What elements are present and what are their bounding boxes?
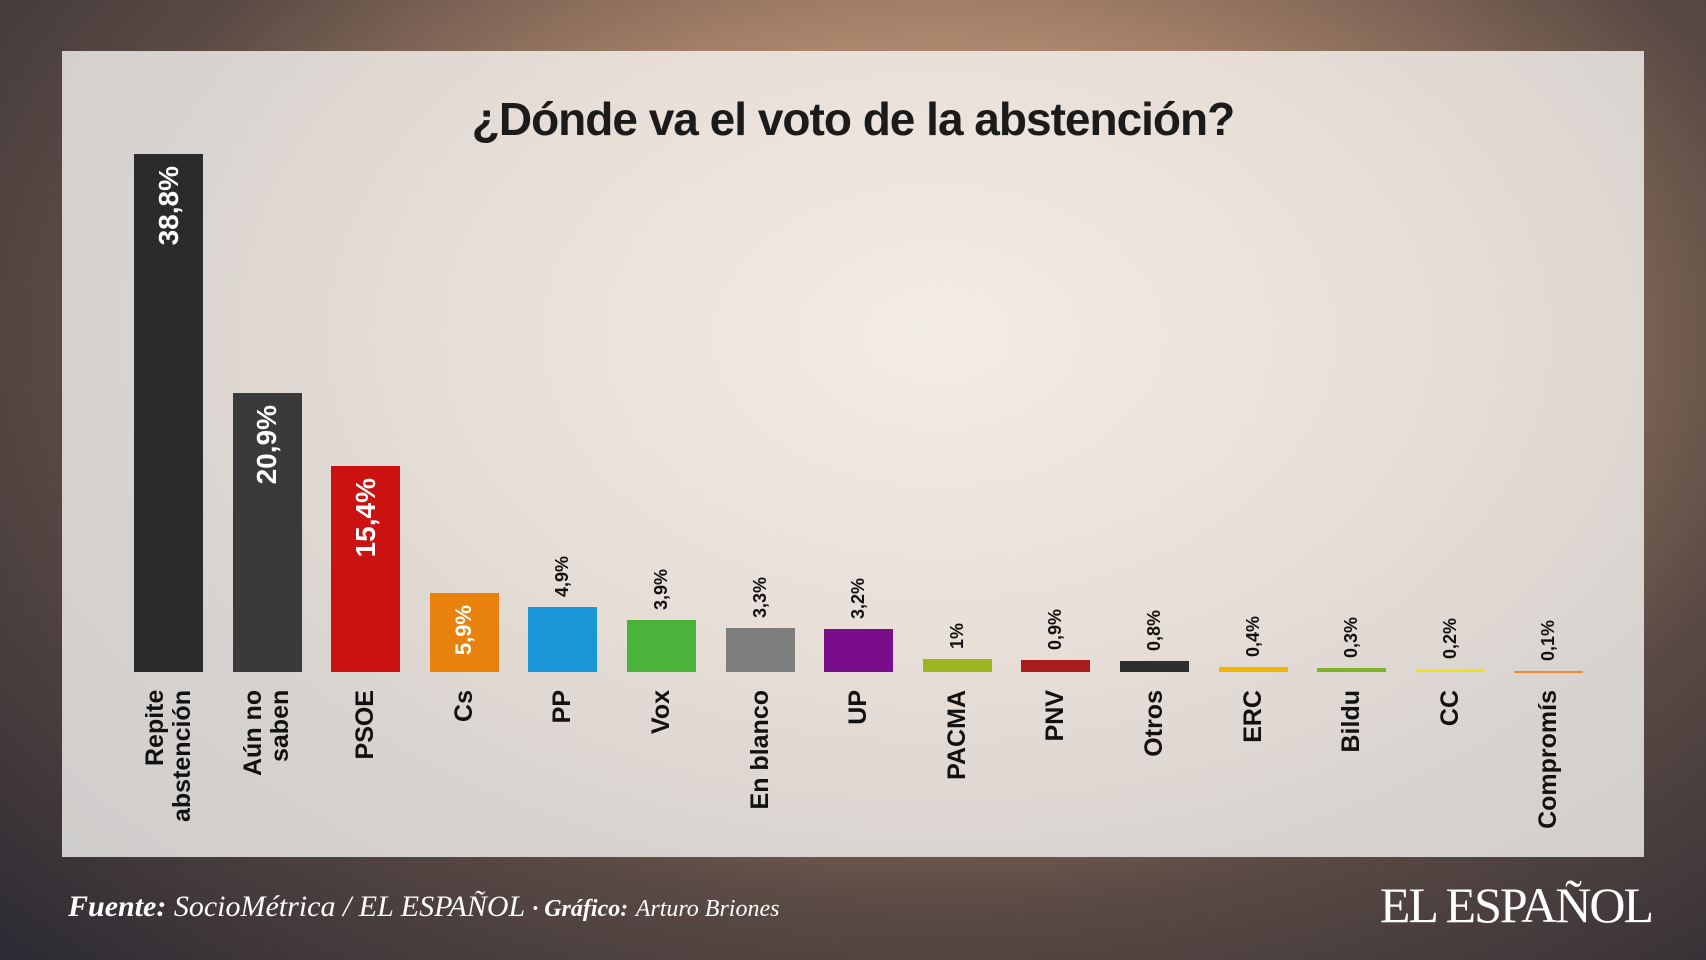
x-tick-label: En blanco xyxy=(745,690,774,810)
x-tick-label: ERC xyxy=(1238,690,1267,743)
bar xyxy=(922,658,992,672)
x-tick-label: Repite abstención xyxy=(140,690,196,822)
bar xyxy=(627,619,696,672)
source: SocioMétrica / EL ESPAÑOL xyxy=(173,890,525,923)
bar xyxy=(331,466,401,672)
value-label: 3,3% xyxy=(749,576,770,618)
value-label: 0,9% xyxy=(1045,608,1066,651)
value-label: 0,3% xyxy=(1341,616,1362,659)
credit-label: · Gráfico: xyxy=(532,896,629,922)
value-label: 1% xyxy=(946,622,967,649)
x-tick-label: PNV xyxy=(1041,690,1070,742)
credit: Arturo Briones xyxy=(635,896,780,922)
value-label: 0,1% xyxy=(1538,619,1559,661)
value-label: 20,9% xyxy=(251,404,283,485)
source-label: Fuente: xyxy=(68,890,167,923)
value-label: 3,2% xyxy=(848,578,869,620)
bar xyxy=(1218,666,1288,672)
logo: EL ESPAÑOL xyxy=(1379,877,1654,933)
bar xyxy=(725,627,795,672)
value-label: 38,8% xyxy=(152,166,184,246)
x-tick-label: Aún no saben xyxy=(239,690,295,777)
bar xyxy=(1317,667,1387,672)
x-tick-label: UP xyxy=(844,690,873,725)
bar xyxy=(1021,659,1091,672)
value-label: 3,9% xyxy=(651,568,671,610)
bar xyxy=(429,593,499,672)
value-label: 0,8% xyxy=(1144,610,1164,652)
x-tick-label: Vox xyxy=(647,690,675,734)
chart-panel xyxy=(62,51,1644,857)
value-label: 0,2% xyxy=(1439,618,1460,660)
x-tick-label: Cs xyxy=(449,690,478,722)
value-label: 5,9% xyxy=(451,605,477,656)
bar xyxy=(528,606,598,672)
x-tick-label: Bildu xyxy=(1337,690,1366,753)
chart-title: ¿Dónde va el voto de la abstención? xyxy=(471,93,1235,145)
x-tick-label: PSOE xyxy=(351,690,380,760)
value-label: 15,4% xyxy=(349,478,381,558)
bar xyxy=(1415,669,1485,672)
x-tick-label: Otros xyxy=(1140,690,1168,757)
x-tick-label: PP xyxy=(548,690,577,724)
bar xyxy=(1514,670,1584,673)
bar xyxy=(1120,661,1189,672)
x-tick-label: Compromís xyxy=(1534,690,1563,829)
bar xyxy=(134,154,203,672)
value-label: 0,4% xyxy=(1242,615,1263,657)
x-tick-label: CC xyxy=(1435,690,1464,727)
bar xyxy=(232,392,302,672)
footer: Fuente: SocioMétrica / EL ESPAÑOL · Gráf… xyxy=(68,890,779,924)
bar xyxy=(824,629,894,672)
value-label: 4,9% xyxy=(552,555,573,597)
x-tick-label: PACMA xyxy=(942,690,971,780)
